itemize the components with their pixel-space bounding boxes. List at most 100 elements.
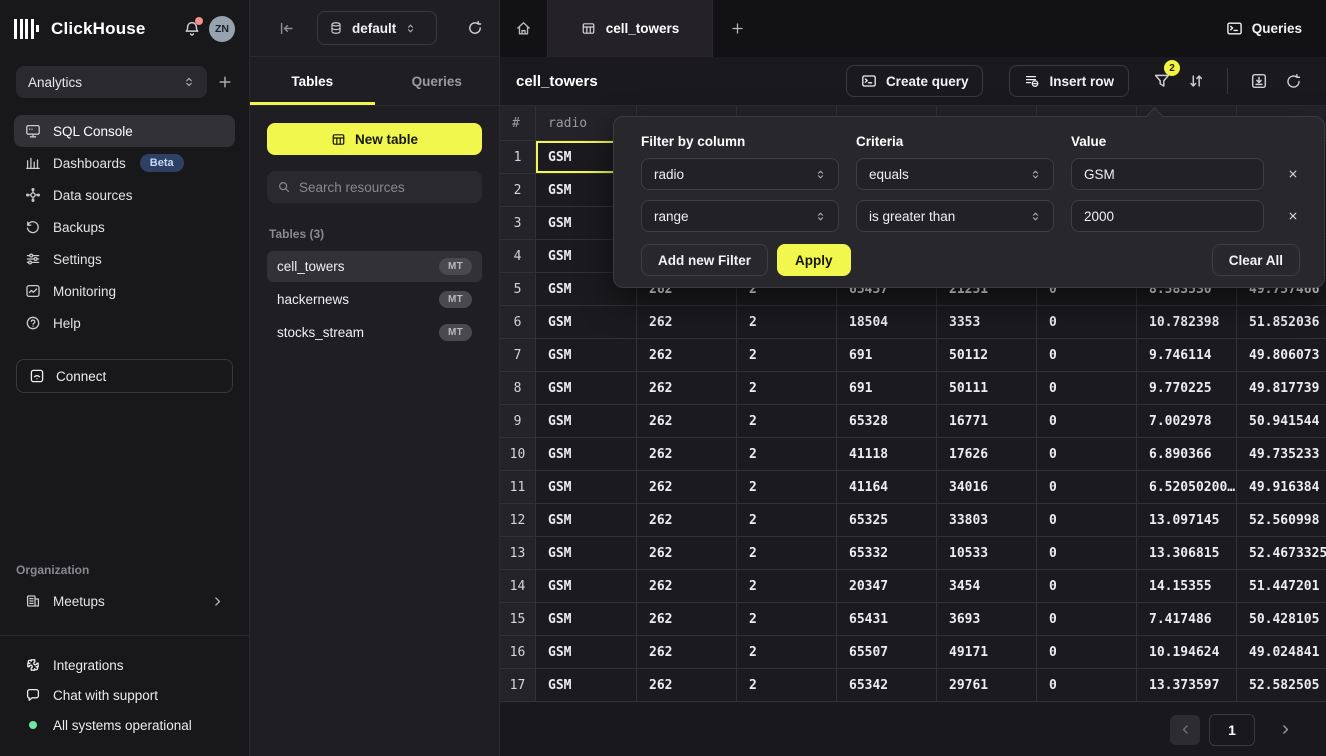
sidebar-item-help[interactable]: Help [14,307,235,339]
download-button[interactable] [1242,64,1276,98]
table-cell[interactable]: 10533 [937,537,1037,570]
sidebar-item-data-sources[interactable]: Data sources [14,179,235,211]
add-filter-button[interactable]: Add new Filter [641,244,769,276]
create-query-button[interactable]: Create query [845,65,984,97]
table-cell[interactable]: 2 [737,372,837,405]
table-cell[interactable]: 7.002978 [1137,405,1237,438]
table-cell[interactable]: 2 [737,405,837,438]
table-cell[interactable]: 65507 [837,636,937,669]
table-cell[interactable]: 262 [637,603,737,636]
home-button[interactable] [500,0,547,57]
insert-row-button[interactable]: Insert row [1009,65,1129,97]
table-cell[interactable]: 2 [737,570,837,603]
connect-button[interactable]: Connect [16,359,233,393]
table-cell[interactable]: 50112 [937,339,1037,372]
table-cell[interactable]: 13.306815 [1137,537,1237,570]
table-cell[interactable]: 0 [1037,306,1137,339]
prev-page-button[interactable] [1170,714,1200,745]
integrations-link[interactable]: Integrations [14,650,235,680]
refresh-tables-icon[interactable] [467,20,483,36]
table-cell[interactable]: 2 [737,537,837,570]
sidebar-item-backups[interactable]: Backups [14,211,235,243]
refresh-button[interactable] [1276,64,1310,98]
table-cell[interactable]: 49.817739 [1237,372,1326,405]
table-cell[interactable]: 13.097145 [1137,504,1237,537]
table-cell[interactable]: 49.735233 [1237,438,1326,471]
table-cell[interactable]: 6.52050200… [1137,471,1237,504]
table-list-item-hackernews[interactable]: hackernews MT [267,284,482,315]
table-cell[interactable]: 3693 [937,603,1037,636]
table-cell[interactable]: GSM [536,570,637,603]
new-table-button[interactable]: New table [267,123,482,155]
sidebar-item-settings[interactable]: Settings [14,243,235,275]
table-cell[interactable]: 0 [1037,603,1137,636]
notifications-bell-icon[interactable] [183,16,203,38]
column-header-num[interactable]: # [500,106,536,141]
table-cell[interactable]: 10.194624 [1137,636,1237,669]
filter-button[interactable]: 2 [1145,60,1180,98]
table-cell[interactable]: 0 [1037,636,1137,669]
table-cell[interactable]: GSM [536,603,637,636]
remove-filter-button[interactable] [1281,162,1305,186]
table-cell[interactable]: 34016 [937,471,1037,504]
workspace-select[interactable]: Analytics [16,66,207,98]
table-cell[interactable]: 0 [1037,405,1137,438]
table-cell[interactable]: 0 [1037,372,1137,405]
table-cell[interactable]: 0 [1037,504,1137,537]
table-cell[interactable]: 9.746114 [1137,339,1237,372]
filter-value-input[interactable] [1071,200,1264,232]
tab-queries[interactable]: Queries [375,57,500,105]
table-cell[interactable]: 65328 [837,405,937,438]
table-cell[interactable]: 17626 [937,438,1037,471]
sidebar-item-monitoring[interactable]: Monitoring [14,275,235,307]
table-cell[interactable]: 52.4673325 [1237,537,1326,570]
table-cell[interactable]: 29761 [937,669,1037,702]
table-cell[interactable]: 50111 [937,372,1037,405]
filter-column-select[interactable]: radio [641,158,839,190]
table-cell[interactable]: 2 [737,438,837,471]
table-cell[interactable]: 262 [637,438,737,471]
table-cell[interactable]: GSM [536,306,637,339]
table-cell[interactable]: 262 [637,339,737,372]
table-cell[interactable]: 262 [637,669,737,702]
table-cell[interactable]: 41118 [837,438,937,471]
table-cell[interactable]: 262 [637,504,737,537]
table-cell[interactable]: GSM [536,339,637,372]
collapse-sidebar-icon[interactable] [278,20,295,37]
table-cell[interactable]: GSM [536,372,637,405]
table-cell[interactable]: 51.447201 [1237,570,1326,603]
table-cell[interactable]: 2 [737,471,837,504]
table-list-item-stocks-stream[interactable]: stocks_stream MT [267,317,482,348]
table-cell[interactable]: GSM [536,438,637,471]
table-cell[interactable]: 0 [1037,669,1137,702]
sort-button[interactable] [1179,64,1213,98]
system-status[interactable]: All systems operational [14,710,235,740]
table-cell[interactable]: 41164 [837,471,937,504]
table-cell[interactable]: 0 [1037,273,1137,306]
table-cell[interactable]: 9.770225 [1137,372,1237,405]
table-cell[interactable]: 52.560998 [1237,504,1326,537]
table-cell[interactable]: 49171 [937,636,1037,669]
search-resources-input[interactable] [299,179,476,195]
table-cell[interactable]: GSM [536,636,637,669]
filter-column-select[interactable]: range [641,200,839,232]
table-cell[interactable]: GSM [536,504,637,537]
chat-support-link[interactable]: Chat with support [14,680,235,710]
table-cell[interactable]: 2 [737,504,837,537]
table-cell[interactable]: 13.373597 [1137,669,1237,702]
table-cell[interactable]: 7.417486 [1137,603,1237,636]
table-cell[interactable]: 65342 [837,669,937,702]
table-cell[interactable]: 2 [737,636,837,669]
table-cell[interactable]: GSM [536,537,637,570]
table-cell[interactable]: 20347 [837,570,937,603]
table-cell[interactable]: 3454 [937,570,1037,603]
current-page[interactable]: 1 [1209,713,1255,746]
table-cell[interactable]: 2 [737,306,837,339]
sidebar-item-meetups[interactable]: Meetups [14,585,235,617]
table-cell[interactable]: GSM [536,273,637,306]
table-cell[interactable]: 51.852036 [1237,306,1326,339]
table-cell[interactable]: 2 [737,339,837,372]
table-cell[interactable]: 262 [637,570,737,603]
table-cell[interactable]: 50.428105 [1237,603,1326,636]
table-cell[interactable]: 6.890366 [1137,438,1237,471]
